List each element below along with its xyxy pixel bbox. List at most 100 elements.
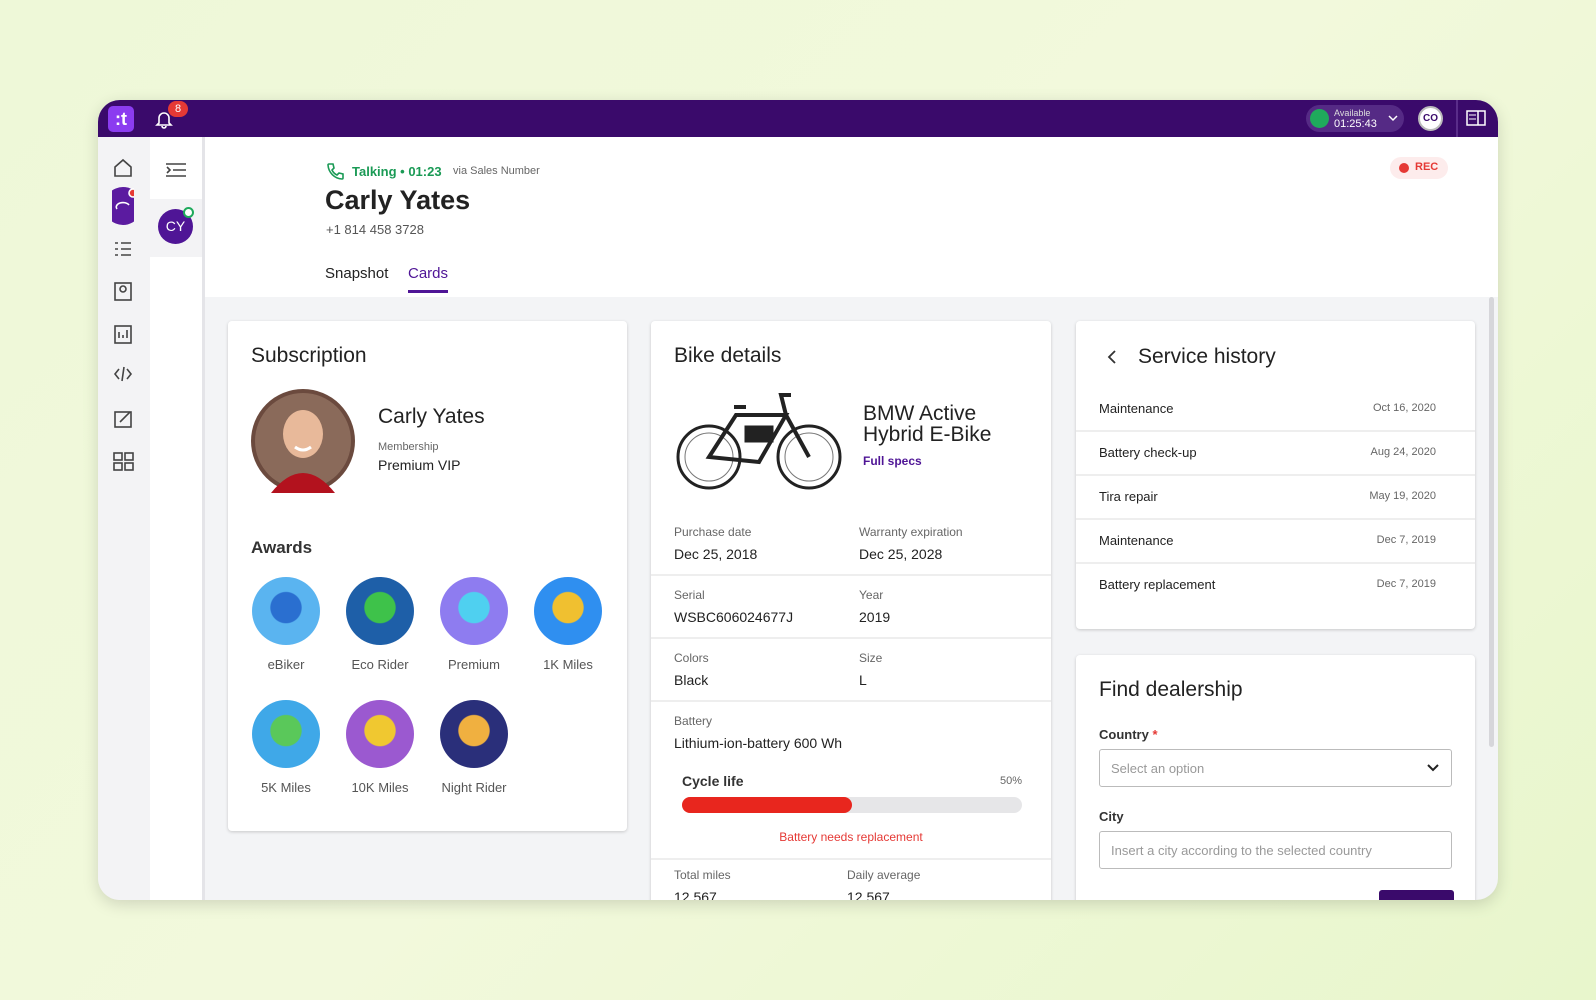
placeholder: Insert a city according to the selected … [1111,843,1372,858]
cycle-track [682,797,1022,813]
city-input[interactable]: Insert a city according to the selected … [1099,831,1452,869]
search-button[interactable] [1379,890,1454,900]
app-window: :t 8 Available 01:25:43 CO CY [98,100,1498,900]
placeholder: Select an option [1111,761,1205,776]
field-value: WSBC606024677J [674,609,794,625]
cycle-label: Cycle life [682,773,744,789]
profile-photo [251,389,355,493]
field-value: Dec 25, 2028 [859,546,943,562]
award-label: 1K Miles [543,657,593,672]
field-value: 12,567 [674,889,717,900]
award-icon [252,577,320,645]
city-label: City [1099,809,1124,824]
chevron [1388,115,1398,122]
call-header: Talking • 01:23 via Sales Number Carly Y… [205,137,1498,297]
field-label: Battery [674,714,713,728]
call-via: via Sales Number [453,165,540,177]
bike-model: BMW Active Hybrid E-Bike [863,402,992,446]
card-title: Find dealership [1099,678,1243,701]
service-name: Maintenance [1099,401,1174,416]
field-label: Size [859,651,883,665]
service-date: Dec 7, 2019 [1376,578,1436,590]
full-specs-link[interactable]: Full specs [863,454,922,468]
separator [1076,562,1475,564]
rec-label: REC [1415,161,1439,173]
service-date: Dec 7, 2019 [1376,534,1436,546]
field-value: 12,567 [847,889,890,900]
dealership-card: Find dealership Country * Select an opti… [1076,655,1475,900]
tab[interactable]: Snapshot [325,265,389,282]
bike-image [676,393,842,490]
field-value: L [859,672,867,688]
nav-rail [98,137,150,900]
card-title: Bike details [674,344,782,367]
top-bar: :t 8 Available 01:25:43 CO [98,100,1498,137]
field-label: Daily average [847,868,921,882]
award-label: Night Rider [441,780,507,795]
logo[interactable]: :t [108,106,134,132]
member-name: Carly Yates [378,405,485,428]
service-history-card: Service history Maintenance Oct 16, 2020 B… [1076,321,1475,629]
award-icon [252,700,320,768]
phone-icon [327,163,344,180]
separator [651,700,1051,702]
separator [651,574,1051,576]
cycle-fill [682,797,852,813]
divider [1456,100,1458,137]
service-name: Maintenance [1099,533,1174,548]
battery-warning: Battery needs replacement [779,830,923,844]
status-text: Available [1334,108,1371,118]
contact-name: Carly Yates [325,185,471,215]
collapse-icon[interactable] [165,162,187,178]
label-text: Country [1099,727,1149,742]
subscription-card: Subscription Carly Yates Membership Prem… [228,321,627,831]
country-label: Country * [1099,727,1158,742]
service-name: Battery check-up [1099,445,1197,460]
service-name: Tira repair [1099,489,1158,504]
field-value: Black [674,672,709,688]
conversation-column: CY [150,137,205,900]
award-label: eBiker [267,657,305,672]
status-dot [1310,109,1329,128]
field-label: Total miles [674,868,731,882]
bike-card: Bike details BMW Active Hybrid E-Bike Fu… [651,321,1051,900]
card-title: Service history [1138,345,1276,368]
rec-indicator[interactable]: REC [1390,157,1448,179]
award-icon [346,577,414,645]
field-label: Year [859,588,884,602]
field-label: Serial [674,588,705,602]
nav-icons[interactable] [112,157,134,497]
field-value: Dec 25, 2018 [674,546,758,562]
contact-phone: +1 814 458 3728 [326,222,424,237]
card-title: Subscription [251,344,367,367]
status-timer: 01:25:43 [1334,118,1377,130]
separator [1076,474,1475,476]
status-selector[interactable]: Available 01:25:43 [1306,105,1404,132]
award-icon [440,577,508,645]
award-icon [440,700,508,768]
separator [651,858,1051,860]
user-avatar[interactable]: CO [1418,106,1443,131]
back-icon[interactable] [1107,350,1117,364]
call-indicator [183,207,194,218]
field-label: Purchase date [674,525,752,539]
chevron [1427,764,1439,772]
field-value: Lithium-ion-battery 600 Wh [674,735,843,751]
award-label: 10K Miles [351,780,409,795]
separator [1076,430,1475,432]
awards-title: Awards [251,538,313,557]
membership-value: Premium VIP [378,457,461,473]
panel-icon[interactable] [1466,110,1486,126]
scrollbar [1489,297,1494,747]
award-label: 5K Miles [261,780,311,795]
country-select[interactable]: Select an option [1099,749,1452,787]
award-icon [534,577,602,645]
tab-active[interactable]: Cards [408,265,449,293]
service-date: Oct 16, 2020 [1373,402,1436,414]
rec-dot [1399,163,1409,173]
cycle-percent: 50% [999,775,1022,787]
bell-icon[interactable] [155,109,173,129]
field-value: 2019 [859,609,891,625]
award-label: Premium [447,657,500,672]
